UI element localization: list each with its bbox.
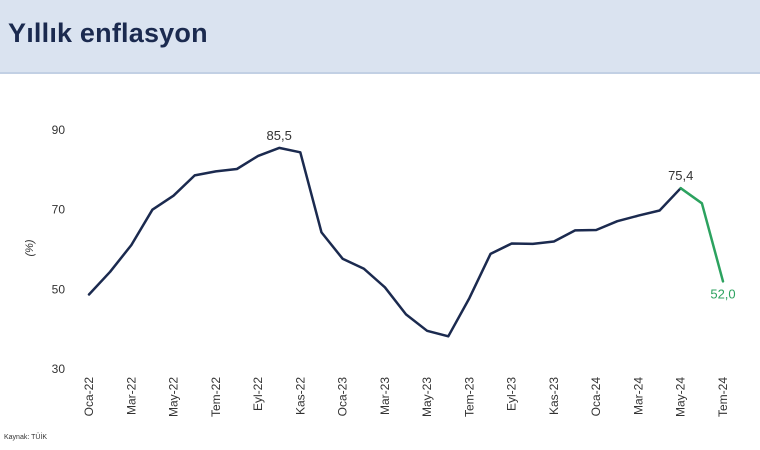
x-tick-label: Eyl-22: [251, 377, 265, 411]
x-tick-label: May-23: [420, 377, 434, 417]
y-axis: 30 50 70 90: [52, 123, 66, 376]
data-label: 85,5: [267, 128, 292, 143]
data-labels: 85,5 75,4 52,0: [267, 128, 736, 301]
y-tick-label: 30: [52, 362, 66, 376]
x-axis: Oca-22 Mar-22 May-22 Tem-22 Eyl-22 Kas-22 Oca-…: [82, 377, 730, 417]
source-note: Kaynak: TÜİK: [4, 434, 48, 441]
x-tick-label: Mar-22: [124, 377, 138, 415]
series-line-main: [87, 146, 682, 338]
x-tick-label: Tem-23: [462, 377, 476, 417]
x-tick-label: Kas-23: [547, 377, 561, 415]
x-tick-label: Oca-23: [336, 377, 350, 417]
page-title: Yıllık enflasyon: [8, 18, 208, 48]
y-tick-label: 90: [52, 123, 66, 137]
series-line-forecast: [679, 186, 725, 283]
x-tick-label: Mar-23: [378, 377, 392, 415]
data-label: 75,4: [668, 168, 693, 183]
y-tick-label: 70: [52, 203, 66, 217]
x-tick-label: Oca-22: [82, 377, 96, 417]
x-tick-label: Tem-24: [716, 377, 730, 417]
data-label: 52,0: [710, 286, 735, 301]
x-tick-label: May-24: [674, 377, 688, 417]
x-tick-label: Eyl-23: [505, 377, 519, 411]
series-group: [87, 146, 725, 338]
x-tick-label: Tem-22: [209, 377, 223, 417]
x-tick-label: Oca-24: [589, 377, 603, 417]
header-bar: Yıllık enflasyon: [0, 0, 760, 74]
y-tick-label: 50: [52, 282, 66, 296]
y-axis-label: (%): [24, 239, 36, 256]
x-tick-label: Mar-24: [631, 377, 645, 415]
x-tick-label: Kas-22: [293, 377, 307, 415]
x-tick-label: May-22: [167, 377, 181, 417]
